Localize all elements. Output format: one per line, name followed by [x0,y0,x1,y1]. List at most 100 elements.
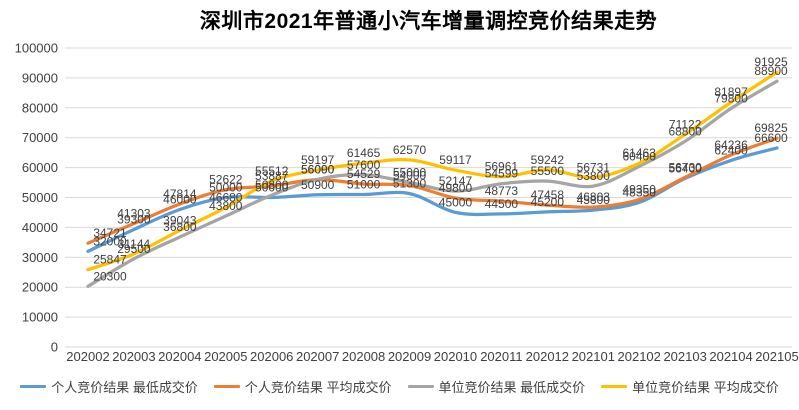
series-line-1 [86,136,779,245]
data-label: 45800 [577,193,611,207]
x-axis-tick-label: 202005 [204,349,247,364]
data-label: 71122 [669,117,702,131]
data-label: 47814 [163,187,197,201]
x-axis-tick-label: 202006 [250,349,293,364]
x-axis-tick-label: 202103 [663,349,706,364]
x-axis-tick-label: 202004 [158,349,201,364]
data-label: 54000 [393,169,427,183]
x-axis-tick-label: 202009 [388,349,431,364]
data-label: 57600 [347,158,381,172]
data-label: 55512 [255,164,289,178]
data-label: 25847 [93,253,127,267]
data-label: 39043 [163,213,197,227]
data-label: 59117 [439,153,472,167]
y-axis-tick-label: 60000 [22,160,58,175]
x-axis-tick-label: 202102 [618,349,661,364]
data-label: 61465 [347,146,381,160]
chart-legend: 个人竞价结果 最低成交价 个人竞价结果 平均成交价 单位竞价结果 最低成交价 单位竞价… [0,377,799,396]
x-axis-tick-label: 202002 [66,349,109,364]
legend-label: 单位竞价结果 最低成交价 [438,380,586,395]
data-label: 56961 [485,160,519,174]
x-axis-tick-label: 202012 [526,349,569,364]
x-axis-tick-label: 202007 [296,349,339,364]
data-label: 49800 [439,181,473,195]
y-axis-tick-label: 50000 [22,190,58,205]
y-axis-tick-label: 100000 [15,41,58,56]
data-label: 56000 [301,163,335,177]
data-label: 59197 [301,153,335,167]
data-label: 44500 [485,197,519,211]
x-axis-tick-label: 202101 [572,349,615,364]
data-label: 69825 [754,121,788,135]
y-axis-tick-label: 70000 [22,130,58,145]
y-axis-tick-label: 20000 [22,280,58,295]
data-label: 55000 [393,166,427,180]
data-label: 52147 [439,174,473,188]
data-label: 48773 [485,184,519,198]
y-axis-tick-label: 10000 [22,310,58,325]
data-label: 60400 [623,149,657,163]
data-label: 45200 [531,195,565,209]
data-label: 49350 [623,182,657,196]
x-axis-tick-label: 202003 [112,349,155,364]
y-axis-tick-label: 0 [51,340,58,355]
data-label: 50000 [255,181,289,195]
data-label: 39300 [117,212,151,226]
data-label: 20300 [93,269,127,283]
legend-item-1[interactable]: 个人竞价结果 平均成交价 [213,377,392,396]
chart-title: 深圳市2021年普通小汽车增量调控竞价结果走势 [199,10,658,33]
data-label: 59242 [531,153,565,167]
data-label: 55500 [531,164,565,178]
legend-line-swatch [213,385,240,388]
data-label: 50900 [301,178,335,192]
legend-label: 个人竞价结果 最低成交价 [51,380,198,395]
data-label: 46803 [577,190,611,204]
legend-label: 个人竞价结果 平均成交价 [244,380,392,395]
legend-line-swatch [601,385,628,388]
legend-item-2[interactable]: 单位竞价结果 最低成交价 [407,377,586,396]
x-axis-tick-label: 202011 [480,349,522,364]
data-label: 51000 [347,178,381,192]
data-label: 34721 [93,226,127,240]
data-label: 56730 [668,160,702,174]
x-axis-tick-label: 202104 [709,349,752,364]
data-label: 53887 [255,169,289,183]
data-label: 62570 [393,143,427,157]
data-label: 36800 [163,220,197,234]
data-label: 45000 [439,195,473,209]
legend-line-swatch [20,385,47,388]
data-label: 47458 [531,188,565,202]
data-label: 56400 [668,161,702,175]
legend-item-0[interactable]: 个人竞价结果 最低成交价 [20,377,198,396]
data-label: 79800 [714,91,748,105]
data-label: 54599 [485,167,519,181]
data-label: 41303 [117,207,151,221]
data-label: 54529 [347,167,381,181]
line-chart-plot: 0 10000 20000 30000 40000 50000 60000 70000 8000… [15,41,799,365]
data-label: 50000 [209,181,243,195]
data-label: 48350 [623,185,657,199]
y-axis-tick-label: 40000 [22,220,58,235]
series-line-3 [86,70,779,272]
x-axis-tick-label: 202105 [755,349,798,364]
legend-item-3[interactable]: 单位竞价结果 平均成交价 [601,377,779,396]
data-label: 53800 [577,169,611,183]
x-axis-tick-label: 202008 [342,349,385,364]
data-label: 61463 [623,146,657,160]
data-label: 52622 [209,173,243,187]
data-label: 46000 [163,192,197,206]
data-label: 62400 [714,143,748,157]
data-label: 68800 [668,124,702,138]
legend-line-swatch [407,385,434,388]
data-label: 29500 [117,242,151,256]
y-axis-tick-label: 80000 [22,100,58,115]
x-axis-tick-label: 202010 [434,349,477,364]
y-axis-tick-label: 90000 [22,70,58,85]
data-label: 56090 [301,162,335,176]
data-label: 51300 [393,177,427,191]
data-label: 81897 [714,85,748,99]
series-line-2 [86,79,779,288]
data-label: 31144 [118,237,151,251]
data-label: 32000 [93,234,127,248]
data-label: 50800 [255,178,289,192]
